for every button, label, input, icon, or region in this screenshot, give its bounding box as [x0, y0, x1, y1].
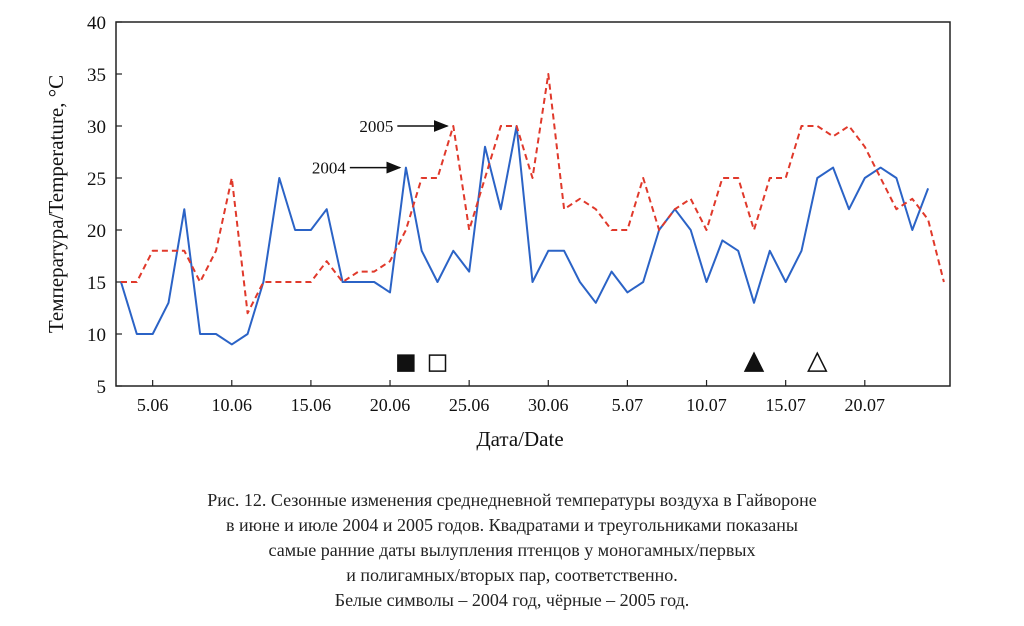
- y-tick-label: 25: [87, 169, 106, 190]
- x-tick-label: 5.07: [612, 395, 644, 415]
- y-tick-label: 15: [87, 273, 106, 294]
- annotations: 2005 2004: [312, 117, 449, 178]
- caption-line: Белые символы – 2004 год, чёрные – 2005 …: [334, 590, 690, 610]
- y-tick-label: 30: [87, 117, 106, 138]
- series-lines: [120, 73, 945, 346]
- y-tick-label: 40: [87, 13, 106, 34]
- x-tick-label: 15.07: [765, 395, 806, 415]
- figure-caption: Рис. 12. Сезонные изменения среднедневно…: [0, 488, 1024, 613]
- y-tick-label: 10: [87, 325, 106, 346]
- hatch-markers: [397, 351, 828, 372]
- temperature-chart: 5 10 15 20 25 30 35 40 5.06 10.06 15.06 20.06 25.06…: [44, 13, 951, 451]
- series-line-2005: [121, 73, 945, 315]
- x-tick-label: 20.07: [845, 395, 886, 415]
- y-axis-label: Температура/Temperature, °C: [44, 75, 68, 333]
- caption-line: Рис. 12. Сезонные изменения среднедневно…: [207, 490, 817, 510]
- annotation-label-2005: 2005: [359, 117, 393, 136]
- y-axis: 5 10 15 20 25 30 35 40: [87, 13, 122, 398]
- caption-line: самые ранние даты вылупления птенцов у м…: [268, 540, 756, 560]
- x-tick-label: 15.06: [291, 395, 332, 415]
- y-tick-label: 35: [87, 65, 106, 86]
- marker-triangle-black: [743, 351, 765, 372]
- caption-line: и полигамных/вторых пар, соответственно.: [346, 565, 678, 585]
- y-tick-label: 20: [87, 221, 106, 242]
- y-tick-label: 5: [97, 377, 107, 398]
- series-line-2004: [120, 125, 930, 346]
- x-tick-label: 5.06: [137, 395, 169, 415]
- marker-square-black: [397, 354, 415, 372]
- marker-square-white: [428, 354, 447, 372]
- plot-frame: [115, 21, 951, 387]
- x-tick-label: 25.06: [449, 395, 490, 415]
- x-axis: 5.06 10.06 15.06 20.06 25.06 30.06 5.07 10.07 15…: [137, 380, 885, 415]
- x-tick-label: 10.07: [686, 395, 727, 415]
- annotation-label-2004: 2004: [312, 159, 347, 178]
- caption-line: в июне и июле 2004 и 2005 годов. Квадрат…: [225, 515, 798, 535]
- x-tick-label: 30.06: [528, 395, 569, 415]
- x-tick-label: 10.06: [212, 395, 253, 415]
- x-axis-label: Дата/Date: [476, 427, 563, 451]
- marker-triangle-white: [807, 351, 828, 372]
- x-tick-label: 20.06: [370, 395, 411, 415]
